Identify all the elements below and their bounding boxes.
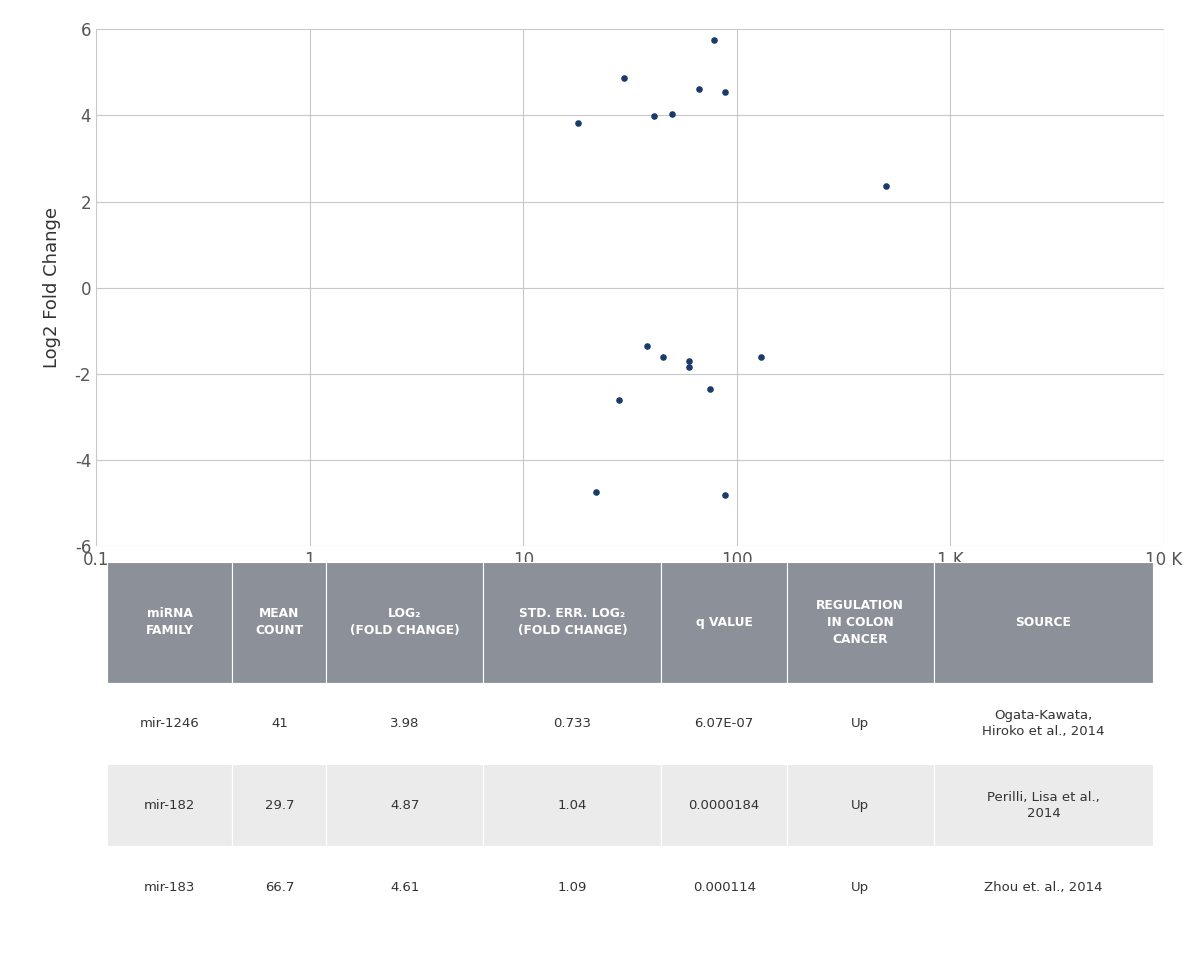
Point xyxy=(715,84,734,99)
FancyBboxPatch shape xyxy=(934,683,1153,765)
Point xyxy=(568,116,587,131)
FancyBboxPatch shape xyxy=(326,683,484,765)
FancyBboxPatch shape xyxy=(107,562,233,683)
Text: mir-183: mir-183 xyxy=(144,881,196,893)
Point xyxy=(690,82,709,97)
Point xyxy=(876,179,895,195)
FancyBboxPatch shape xyxy=(107,683,233,765)
FancyBboxPatch shape xyxy=(107,847,233,928)
Point xyxy=(680,353,700,369)
Point xyxy=(704,32,724,48)
FancyBboxPatch shape xyxy=(787,765,934,847)
FancyBboxPatch shape xyxy=(233,765,326,847)
FancyBboxPatch shape xyxy=(787,562,934,683)
FancyBboxPatch shape xyxy=(934,847,1153,928)
Text: STD. ERR. LOG₂
(FOLD CHANGE): STD. ERR. LOG₂ (FOLD CHANGE) xyxy=(517,607,628,637)
FancyBboxPatch shape xyxy=(107,765,233,847)
FancyBboxPatch shape xyxy=(787,847,934,928)
Point xyxy=(610,392,629,408)
Text: 1.04: 1.04 xyxy=(558,799,587,811)
Y-axis label: Log2 Fold Change: Log2 Fold Change xyxy=(43,207,61,368)
Text: 3.98: 3.98 xyxy=(390,717,420,730)
FancyBboxPatch shape xyxy=(484,847,661,928)
FancyBboxPatch shape xyxy=(934,562,1153,683)
Text: 4.87: 4.87 xyxy=(390,799,420,811)
Text: 66.7: 66.7 xyxy=(265,881,294,893)
Text: Up: Up xyxy=(851,881,869,893)
Text: REGULATION
IN COLON
CANCER: REGULATION IN COLON CANCER xyxy=(816,599,904,646)
Point xyxy=(614,70,634,86)
Point xyxy=(662,107,682,123)
Text: 4.61: 4.61 xyxy=(390,881,420,893)
FancyBboxPatch shape xyxy=(233,683,326,765)
FancyBboxPatch shape xyxy=(233,562,326,683)
Text: 41: 41 xyxy=(271,717,288,730)
FancyBboxPatch shape xyxy=(326,847,484,928)
Point xyxy=(653,348,672,364)
FancyBboxPatch shape xyxy=(484,765,661,847)
FancyBboxPatch shape xyxy=(787,683,934,765)
Text: Ogata-Kawata,
Hiroko et al., 2014: Ogata-Kawata, Hiroko et al., 2014 xyxy=(982,709,1105,739)
Text: miRNA
FAMILY: miRNA FAMILY xyxy=(145,607,193,637)
Text: LOG₂
(FOLD CHANGE): LOG₂ (FOLD CHANGE) xyxy=(350,607,460,637)
FancyBboxPatch shape xyxy=(326,562,484,683)
Text: 0.733: 0.733 xyxy=(553,717,592,730)
Point xyxy=(587,485,606,500)
Point xyxy=(637,338,656,353)
Point xyxy=(751,348,770,364)
Text: 1.09: 1.09 xyxy=(558,881,587,893)
Text: SOURCE: SOURCE xyxy=(1015,616,1072,629)
X-axis label: Normalized Mean Count: Normalized Mean Count xyxy=(522,580,738,598)
Text: 0.000114: 0.000114 xyxy=(692,881,756,893)
Text: q VALUE: q VALUE xyxy=(696,616,752,629)
FancyBboxPatch shape xyxy=(484,562,661,683)
Point xyxy=(701,381,720,397)
Text: mir-182: mir-182 xyxy=(144,799,196,811)
Point xyxy=(680,360,700,376)
Text: Up: Up xyxy=(851,799,869,811)
Text: Up: Up xyxy=(851,717,869,730)
FancyBboxPatch shape xyxy=(233,847,326,928)
FancyBboxPatch shape xyxy=(661,765,787,847)
Text: mir-1246: mir-1246 xyxy=(139,717,199,730)
Point xyxy=(715,487,734,503)
Text: MEAN
COUNT: MEAN COUNT xyxy=(256,607,304,637)
Text: Perilli, Lisa et al.,
2014: Perilli, Lisa et al., 2014 xyxy=(988,791,1099,820)
FancyBboxPatch shape xyxy=(661,562,787,683)
FancyBboxPatch shape xyxy=(484,683,661,765)
Point xyxy=(644,108,664,124)
Text: Zhou et. al., 2014: Zhou et. al., 2014 xyxy=(984,881,1103,893)
Text: 29.7: 29.7 xyxy=(265,799,294,811)
FancyBboxPatch shape xyxy=(661,847,787,928)
Text: 6.07E-07: 6.07E-07 xyxy=(695,717,754,730)
FancyBboxPatch shape xyxy=(661,683,787,765)
Text: 0.0000184: 0.0000184 xyxy=(689,799,760,811)
FancyBboxPatch shape xyxy=(326,765,484,847)
FancyBboxPatch shape xyxy=(934,765,1153,847)
